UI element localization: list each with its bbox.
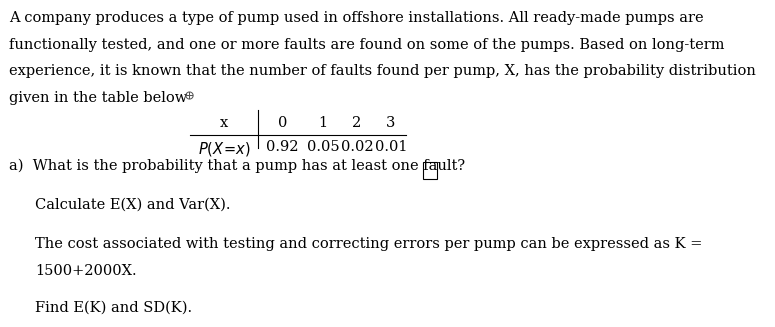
Text: 0.01: 0.01	[374, 140, 407, 154]
Text: 0.05: 0.05	[307, 140, 339, 154]
Text: 3: 3	[386, 116, 395, 130]
Text: 2: 2	[352, 116, 361, 130]
Text: ⊕: ⊕	[184, 90, 195, 103]
Text: 0.02: 0.02	[340, 140, 373, 154]
Text: 0.92: 0.92	[267, 140, 299, 154]
Text: given in the table below: given in the table below	[9, 91, 188, 105]
Text: A company produces a type of pump used in offshore installations. All ready-made: A company produces a type of pump used i…	[9, 11, 704, 25]
Text: 0: 0	[278, 116, 288, 130]
Text: The cost associated with testing and correcting errors per pump can be expressed: The cost associated with testing and cor…	[36, 237, 703, 251]
Text: functionally tested, and one or more faults are found on some of the pumps. Base: functionally tested, and one or more fau…	[9, 38, 725, 52]
Text: 1: 1	[319, 116, 327, 130]
Text: x: x	[220, 116, 228, 130]
Text: 1500+2000X.: 1500+2000X.	[36, 264, 137, 278]
Text: $P(X\!=\!x)$: $P(X\!=\!x)$	[198, 140, 250, 158]
Text: Calculate E(X) and Var(X).: Calculate E(X) and Var(X).	[36, 197, 231, 211]
Text: experience, it is known that the number of faults found per pump, X, has the pro: experience, it is known that the number …	[9, 64, 756, 78]
Text: a)  What is the probability that a pump has at least one fault?: a) What is the probability that a pump h…	[9, 159, 466, 173]
Text: Find E(K) and SD(K).: Find E(K) and SD(K).	[36, 301, 192, 315]
